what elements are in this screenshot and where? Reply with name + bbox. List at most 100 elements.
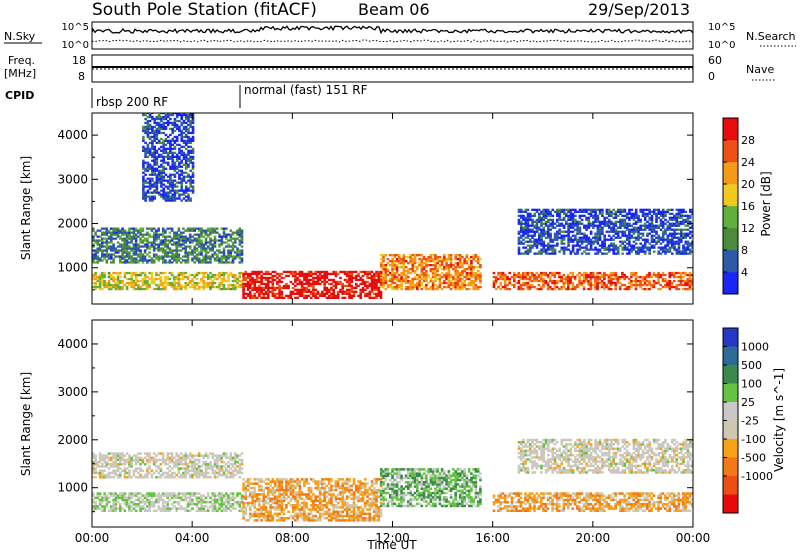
- heatmap-cell: [155, 127, 159, 131]
- heatmap-cell: [227, 257, 230, 260]
- heatmap-cell: [567, 242, 570, 245]
- heatmap-cell: [594, 281, 597, 285]
- heatmap-cell: [234, 273, 237, 277]
- heatmap-cell: [526, 252, 530, 255]
- heatmap-cell: [341, 292, 344, 295]
- heatmap-cell: [515, 275, 518, 279]
- heatmap-cell: [682, 244, 685, 247]
- heatmap-cell: [229, 237, 233, 240]
- heatmap-cell: [420, 266, 424, 269]
- heatmap-cell: [449, 283, 453, 287]
- heatmap-cell: [216, 277, 219, 281]
- heatmap-cell: [151, 145, 154, 148]
- heatmap-cell: [614, 281, 617, 285]
- heatmap-cell: [282, 284, 286, 288]
- heatmap-cell: [526, 220, 530, 223]
- heatmap-cell: [177, 277, 181, 281]
- heatmap-cell: [686, 214, 690, 217]
- heatmap-cell: [589, 208, 593, 211]
- heatmap-cell: [184, 229, 187, 232]
- heatmap-cell: [139, 237, 142, 240]
- heatmap-cell: [231, 233, 235, 236]
- heatmap-cell: [691, 212, 693, 215]
- heatmap-cell: [558, 275, 561, 279]
- heatmap-cell: [612, 242, 615, 245]
- heatmap-cell: [323, 294, 326, 297]
- heatmap-cell: [234, 245, 237, 248]
- heatmap-cell: [267, 284, 270, 288]
- heatmap-cell: [260, 274, 263, 278]
- heatmap-cell: [242, 278, 245, 282]
- heatmap-cell: [583, 250, 586, 253]
- heatmap-cell: [300, 272, 304, 276]
- heatmap-cell: [112, 275, 115, 279]
- heatmap-cell: [447, 258, 451, 261]
- heatmap-cell: [564, 287, 568, 291]
- heatmap-cell: [188, 500, 192, 504]
- heatmap-cell: [213, 507, 217, 510]
- heatmap-cell: [216, 239, 219, 242]
- heatmap-cell: [634, 208, 638, 211]
- heatmap-cell: [618, 287, 622, 291]
- heatmap-cell: [182, 177, 186, 180]
- heatmap-cell: [148, 245, 151, 248]
- heatmap-cell: [443, 260, 446, 263]
- heatmap-cell: [218, 281, 221, 285]
- heatmap-cell: [395, 260, 399, 263]
- heatmap-cell: [191, 119, 195, 123]
- heatmap-cell: [411, 285, 415, 289]
- heatmap-cell: [200, 277, 203, 281]
- heatmap-cell: [153, 117, 156, 121]
- heatmap-cell: [463, 285, 466, 289]
- heatmap-cell: [204, 259, 208, 262]
- nsearch-tick-max: 10^5: [708, 22, 735, 33]
- heatmap-cell: [159, 496, 163, 500]
- heatmap-cell: [173, 496, 176, 500]
- heatmap-cell: [294, 270, 297, 274]
- heatmap-cell: [538, 238, 541, 241]
- heatmap-cell: [531, 230, 534, 233]
- heatmap-cell: [526, 244, 530, 247]
- heatmap-cell: [547, 242, 550, 245]
- heatmap-cell: [164, 275, 167, 279]
- heatmap-cell: [121, 279, 124, 283]
- heatmap-cell: [560, 230, 564, 233]
- heatmap-cell: [553, 271, 557, 275]
- heatmap-cell: [407, 270, 410, 273]
- heatmap-cell: [193, 257, 196, 260]
- heatmap-cell: [202, 500, 205, 504]
- heatmap-cell: [334, 286, 338, 290]
- heatmap-cell: [551, 244, 555, 247]
- heatmap-cell: [621, 252, 624, 255]
- heatmap-cell: [503, 283, 507, 287]
- heatmap-cell: [366, 294, 369, 297]
- heatmap-cell: [218, 243, 221, 246]
- heatmap-cell: [211, 243, 214, 246]
- heatmap-cell: [614, 285, 617, 289]
- heatmap-cell: [287, 294, 290, 297]
- heatmap-cell: [501, 275, 505, 279]
- heatmap-cell: [157, 233, 160, 236]
- heatmap-cell: [161, 227, 165, 230]
- heatmap-cell: [157, 277, 160, 281]
- heatmap-cell: [195, 509, 199, 512]
- heatmap-cell: [409, 287, 412, 291]
- heatmap-cell: [103, 255, 106, 258]
- heatmap-cell: [238, 261, 242, 264]
- heatmap-cell: [151, 171, 154, 174]
- heatmap-cell: [107, 287, 111, 291]
- heatmap-cell: [659, 218, 663, 221]
- heatmap-cell: [650, 236, 654, 239]
- heatmap-cell: [141, 253, 145, 256]
- heatmap-cell: [168, 283, 172, 287]
- heatmap-cell: [520, 226, 523, 229]
- heatmap-cell: [220, 492, 224, 495]
- heatmap-cell: [668, 218, 672, 221]
- heatmap-cell: [558, 271, 561, 275]
- heatmap-cell: [184, 259, 187, 262]
- heatmap-cell: [202, 494, 205, 497]
- heatmap-cell: [166, 505, 169, 508]
- heatmap-cell: [175, 245, 178, 248]
- heatmap-cell: [368, 272, 372, 276]
- heatmap-cell: [585, 224, 588, 227]
